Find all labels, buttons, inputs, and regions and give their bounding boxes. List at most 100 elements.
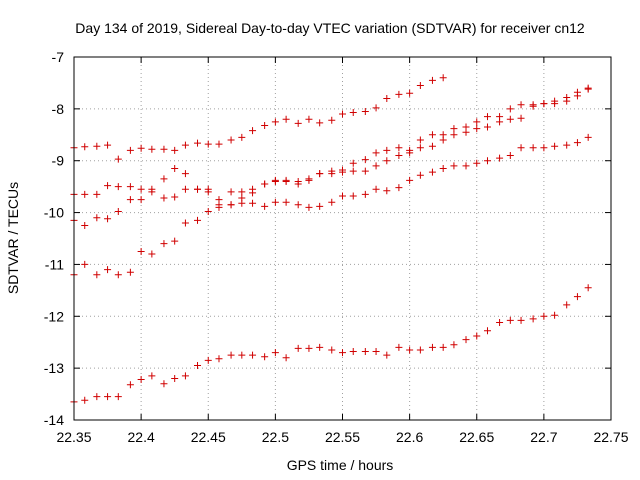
data-point (563, 141, 571, 149)
data-point (506, 152, 514, 160)
data-point (261, 121, 269, 129)
data-point (328, 116, 336, 124)
data-point (339, 192, 346, 200)
data-point (114, 155, 122, 163)
data-point (517, 101, 525, 109)
data-point (126, 183, 134, 191)
data-point (439, 136, 447, 144)
series-d (70, 85, 592, 279)
data-point (194, 139, 202, 147)
data-point (473, 332, 481, 340)
data-point (339, 349, 346, 357)
data-point (349, 167, 357, 175)
data-point (328, 198, 336, 206)
data-point (215, 140, 223, 148)
data-point (148, 250, 156, 258)
data-point (584, 284, 592, 292)
x-tick-label: 22.55 (325, 429, 360, 445)
data-point (294, 177, 302, 185)
data-point (93, 271, 101, 279)
data-point (406, 149, 414, 157)
data-point (361, 348, 369, 356)
data-point (428, 131, 436, 139)
data-point (551, 142, 559, 150)
data-point (328, 346, 336, 354)
data-point (496, 319, 504, 327)
data-point (450, 162, 458, 170)
data-point (483, 327, 491, 335)
data-point (529, 144, 537, 152)
data-point (462, 336, 470, 344)
data-point (517, 144, 525, 152)
data-point (194, 216, 202, 224)
data-point (93, 393, 101, 401)
x-tick-label: 22.35 (56, 429, 91, 445)
data-point (215, 203, 223, 211)
data-point (462, 123, 470, 131)
data-point (573, 293, 581, 301)
data-point (204, 356, 212, 364)
data-point (81, 396, 89, 404)
data-point (137, 196, 145, 204)
data-point (450, 125, 458, 133)
data-point (181, 185, 189, 193)
y-tick-label: -13 (44, 360, 64, 376)
data-point (126, 268, 134, 276)
data-point (416, 144, 424, 152)
data-point (349, 348, 357, 356)
data-point (316, 343, 324, 351)
data-point (227, 136, 235, 144)
x-tick-label: 22.45 (191, 429, 226, 445)
data-point (372, 104, 380, 112)
data-point (305, 175, 313, 183)
data-point (126, 381, 134, 389)
data-point (473, 118, 481, 126)
data-point (282, 354, 290, 362)
data-point (563, 301, 571, 309)
data-point (316, 202, 324, 210)
data-point (349, 159, 357, 167)
y-tick-label: -12 (44, 308, 64, 324)
data-point (93, 142, 101, 150)
data-point (104, 393, 112, 401)
data-point (282, 115, 290, 123)
data-point (171, 375, 179, 383)
data-point (114, 208, 122, 216)
data-point (496, 154, 504, 162)
data-point (316, 119, 324, 127)
data-point (104, 182, 112, 190)
data-point (406, 346, 414, 354)
chart-title: Day 134 of 2019, Sidereal Day-to-day VTE… (75, 20, 585, 36)
data-point (227, 201, 235, 209)
series-e (70, 284, 592, 406)
data-point (148, 145, 156, 153)
data-point (540, 312, 548, 320)
data-point (439, 74, 447, 82)
y-tick-label: -8 (52, 101, 65, 117)
data-point (137, 247, 145, 255)
data-point (506, 105, 514, 113)
data-point (450, 131, 458, 139)
data-point (383, 146, 391, 154)
y-tick-label: -9 (52, 153, 65, 169)
data-point (349, 192, 357, 200)
data-point (395, 184, 403, 192)
data-point (148, 188, 156, 196)
data-point (93, 190, 101, 198)
data-point (249, 351, 257, 359)
data-point (160, 175, 168, 183)
y-tick-label: -11 (45, 256, 64, 272)
data-point (137, 185, 145, 193)
data-point (238, 351, 246, 359)
data-point (104, 215, 112, 223)
data-point (406, 176, 414, 184)
data-point (517, 316, 525, 324)
data-point (316, 170, 324, 178)
data-point (529, 315, 537, 323)
data-point (160, 194, 168, 202)
y-axis-label: SDTVAR / TECUs (5, 182, 21, 294)
data-point (271, 198, 279, 206)
data-point (104, 141, 112, 149)
data-point (439, 164, 447, 172)
data-point (462, 162, 470, 170)
